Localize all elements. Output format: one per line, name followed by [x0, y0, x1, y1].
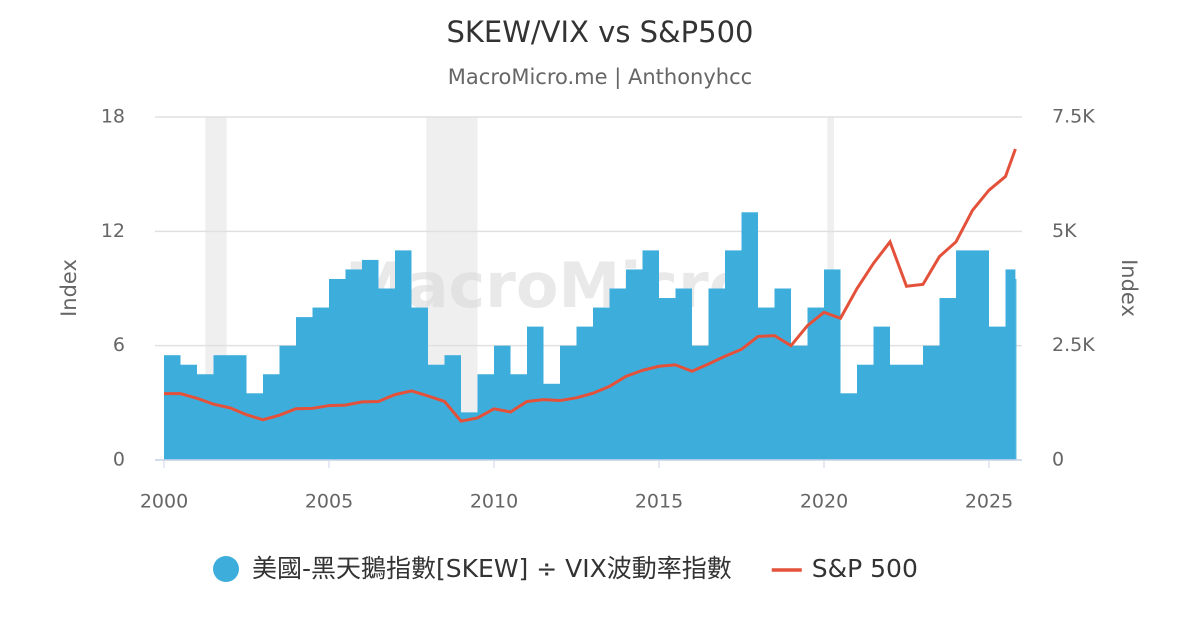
bar [906, 364, 923, 460]
bar [230, 355, 247, 460]
bar [345, 269, 362, 460]
bar [428, 364, 445, 460]
bar [956, 250, 973, 460]
bar [824, 269, 841, 460]
y-axis-title: Index [57, 259, 81, 317]
y2-tick-label: 5K [1052, 220, 1077, 242]
bar [890, 364, 907, 460]
bar [659, 298, 676, 460]
x-tick-label: 2005 [305, 491, 353, 513]
y-tick-label: 18 [101, 106, 125, 128]
bar [246, 393, 263, 460]
bar [873, 326, 890, 460]
bar [758, 307, 775, 460]
y2-tick-label: 2.5K [1052, 334, 1095, 356]
bar [296, 317, 313, 460]
bar [774, 288, 791, 460]
legend-marker [213, 556, 239, 582]
chart-title: SKEW/VIX vs S&P500 [446, 15, 753, 49]
bar [477, 374, 494, 460]
bar [444, 355, 461, 460]
bar [164, 355, 181, 460]
bar [180, 364, 197, 460]
bar [1005, 269, 1016, 460]
bar [609, 288, 626, 460]
x-tick-label: 2000 [140, 491, 188, 513]
bar [840, 393, 857, 460]
bar [939, 298, 956, 460]
bar [972, 250, 989, 460]
bar [675, 288, 692, 460]
chart-subtitle: MacroMicro.me | Anthonyhcc [448, 65, 752, 90]
bar [213, 355, 230, 460]
bar [708, 288, 725, 460]
bar [560, 345, 577, 460]
bar [626, 269, 643, 460]
x-tick-label: 2010 [470, 491, 518, 513]
legend-label: 美國-黑天鵝指數[SKEW] ÷ VIX波動率指數 [252, 554, 732, 583]
y2-tick-label: 0 [1052, 449, 1064, 471]
bar [741, 212, 758, 460]
y-tick-label: 12 [101, 220, 125, 242]
bar [494, 345, 511, 460]
legend-label: S&P 500 [812, 554, 918, 583]
x-tick-label: 2025 [965, 491, 1013, 513]
bar [791, 345, 808, 460]
y2-tick-label: 7.5K [1052, 106, 1095, 128]
bar [378, 288, 395, 460]
bar [279, 345, 296, 460]
x-tick-label: 2015 [635, 491, 683, 513]
bar [461, 412, 478, 460]
bar [989, 326, 1006, 460]
bar [527, 326, 544, 460]
bar [1015, 278, 1017, 460]
y2-axis-title: Index [1117, 259, 1141, 317]
bar [593, 307, 610, 460]
bar [395, 250, 412, 460]
bar [312, 307, 329, 460]
bar [329, 278, 346, 460]
bar [197, 374, 214, 460]
bar [411, 307, 428, 460]
x-tick-label: 2020 [800, 491, 848, 513]
bar [642, 250, 659, 460]
bar [692, 345, 709, 460]
bar [362, 259, 379, 460]
bar [725, 250, 742, 460]
bar [857, 364, 874, 460]
bar [576, 326, 593, 460]
bar [510, 374, 527, 460]
y-tick-label: 0 [113, 449, 125, 471]
bar [543, 383, 560, 460]
line [164, 148, 1017, 423]
y-tick-label: 6 [113, 334, 125, 356]
bar [807, 307, 824, 460]
bar [923, 345, 940, 460]
